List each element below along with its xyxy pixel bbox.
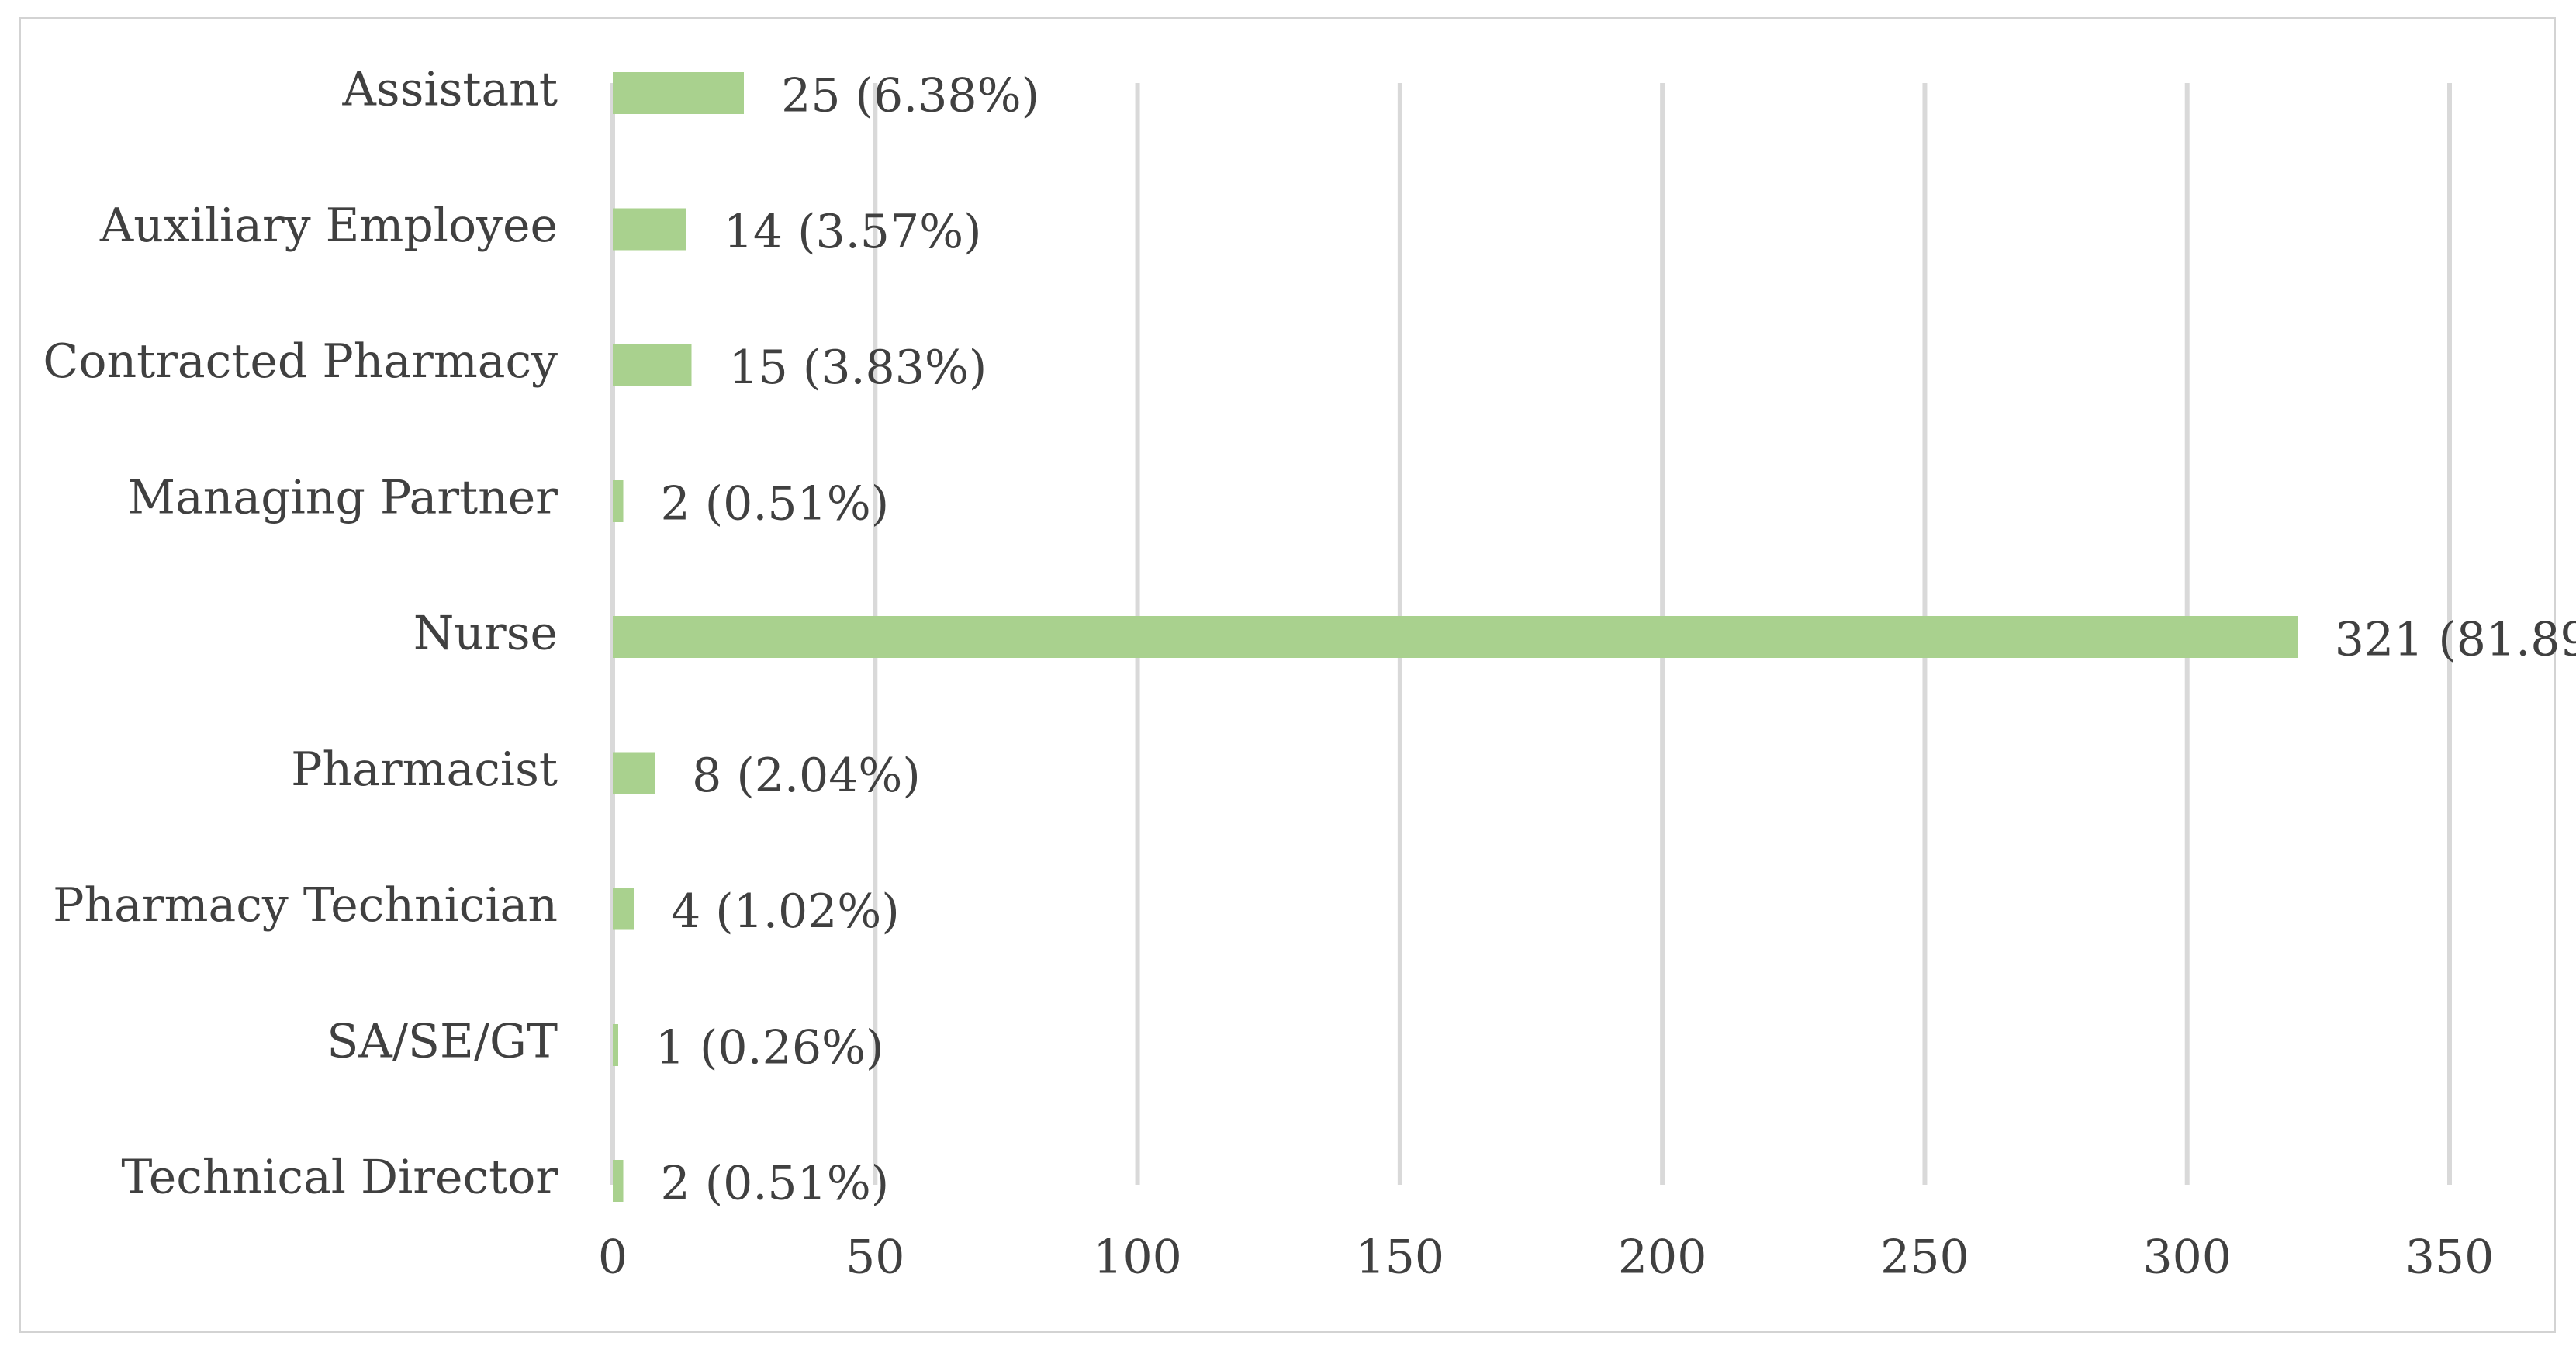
- category-label-assistant: Assistant: [341, 63, 558, 117]
- category-label-pharmacy-technician: Pharmacy Technician: [53, 878, 558, 933]
- bar-contracted-pharmacy: [613, 344, 692, 386]
- bar-nurse: [613, 616, 2298, 658]
- bar-technical-director: [613, 1160, 624, 1202]
- chart-frame: [19, 17, 2556, 1333]
- data-label-pharmacy-technician: 4 (1.02%): [671, 884, 900, 939]
- x-axis-tick-labels: 0 50 100 150 200 250 300 350: [598, 1231, 2494, 1285]
- category-label-nurse: Nurse: [413, 607, 558, 661]
- x-tick-label-300: 300: [2142, 1231, 2232, 1285]
- category-label-technical-director: Technical Director: [121, 1151, 558, 1205]
- bar-sa-se-gt: [613, 1023, 618, 1066]
- data-label-sa-se-gt: 1 (0.26%): [655, 1020, 884, 1075]
- bar-managing-partner: [613, 479, 624, 522]
- data-label-assistant: 25 (6.38%): [781, 69, 1039, 123]
- category-label-managing-partner: Managing Partner: [128, 470, 558, 524]
- x-tick-label-250: 250: [1880, 1231, 1969, 1285]
- category-label-pharmacist: Pharmacist: [291, 742, 558, 797]
- data-label-auxiliary-employee: 14 (3.57%): [724, 205, 982, 259]
- x-tick-label-200: 200: [1618, 1231, 1707, 1285]
- bar-assistant: [613, 72, 745, 114]
- data-label-contracted-pharmacy: 15 (3.83%): [728, 341, 987, 395]
- x-tick-label-50: 50: [845, 1231, 904, 1285]
- data-labels: 25 (6.38%) 14 (3.57%) 15 (3.83%) 2 (0.51%) 3…: [655, 69, 2576, 1211]
- data-label-pharmacist: 8 (2.04%): [692, 749, 921, 803]
- category-label-auxiliary-employee: Auxiliary Employee: [99, 199, 558, 253]
- x-tick-label-0: 0: [598, 1231, 628, 1285]
- data-label-nurse: 321 (81.89%): [2335, 613, 2576, 667]
- x-tick-label-350: 350: [2405, 1231, 2495, 1285]
- x-tick-label-150: 150: [1356, 1231, 1445, 1285]
- x-tick-label-100: 100: [1093, 1231, 1182, 1285]
- bar-auxiliary-employee: [613, 208, 686, 251]
- category-label-contracted-pharmacy: Contracted Pharmacy: [43, 334, 558, 389]
- data-label-technical-director: 2 (0.51%): [661, 1157, 890, 1211]
- category-label-sa-se-gt: SA/SE/GT: [327, 1014, 558, 1068]
- bar-pharmacist: [613, 752, 655, 794]
- data-label-managing-partner: 2 (0.51%): [661, 476, 890, 531]
- category-labels: Assistant Auxiliary Employee Contracted Ph…: [43, 63, 558, 1205]
- bars: [613, 72, 2298, 1202]
- bar-pharmacy-technician: [613, 888, 634, 930]
